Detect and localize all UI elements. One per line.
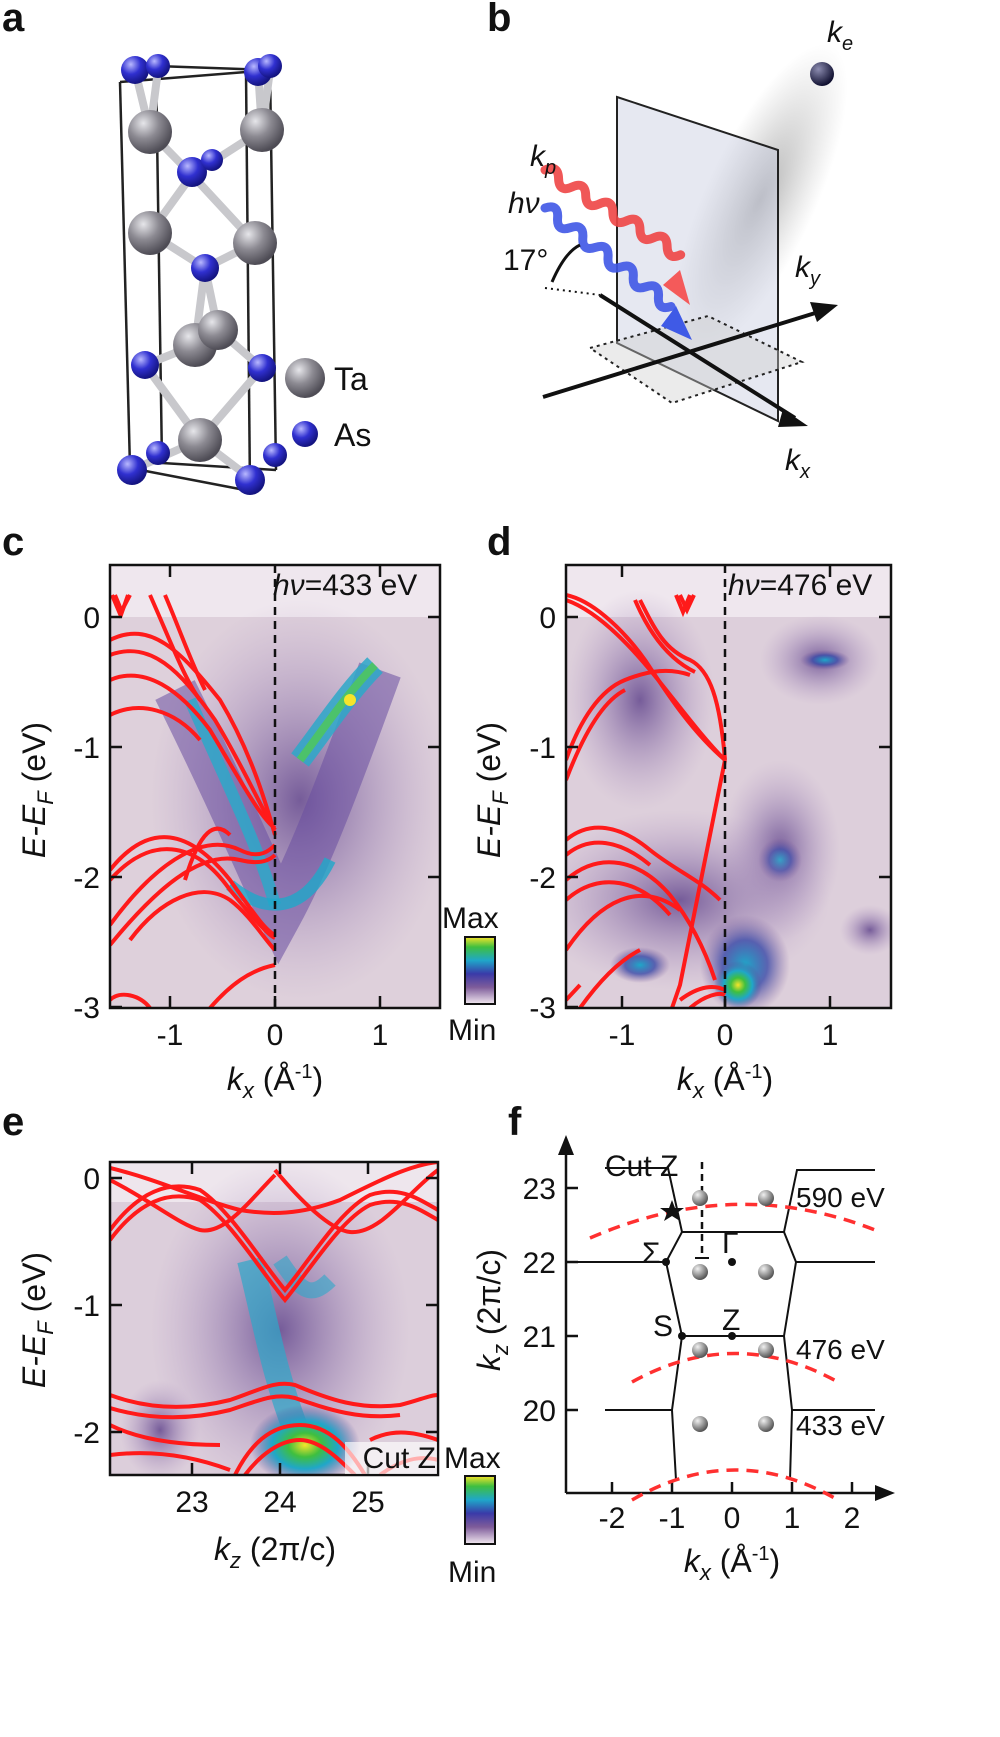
cut-z-label-f: Cut Z (605, 1150, 678, 1183)
gamma-label: Γ (722, 1227, 739, 1260)
tick-label: -2 (599, 1502, 626, 1535)
x-axis-title-e: kz (2π/c) (214, 1531, 336, 1573)
sigma-label: Σ (642, 1237, 661, 1270)
band-calculation-d (566, 593, 727, 1008)
y-axis-c: 0 -1 -2 -3 E-EF (eV) (16, 602, 100, 1025)
panel-letter-c: c (2, 520, 25, 564)
tick-label: 0 (539, 602, 556, 635)
energy-label-433: 433 eV (796, 1410, 885, 1441)
tick-label: 22 (523, 1247, 556, 1280)
tick-label: 23 (175, 1486, 208, 1519)
tick-label: 1 (372, 1019, 389, 1052)
kx-label: kx (785, 444, 811, 483)
as-legend-label: As (334, 417, 371, 453)
photon-energy-c: hν=433 eV (273, 569, 417, 602)
colorbar-min-label: Min (448, 1556, 496, 1589)
tick-label: -1 (609, 1019, 636, 1052)
tick-label: -3 (529, 992, 556, 1025)
ke-label: ke (827, 16, 853, 55)
panel-letter-f: f (508, 1100, 522, 1144)
y-axis-title-f: kz (2π/c) (471, 1249, 513, 1371)
arpes-map-d: hν=476 eV (564, 563, 893, 1010)
tick-label: -1 (529, 732, 556, 765)
as-legend-swatch (292, 421, 318, 447)
x-axis-d: -1 0 1 kx (Å-1) (609, 1019, 839, 1103)
panel-letter-b: b (487, 0, 512, 40)
panel-letter-d: d (487, 520, 512, 564)
x-axis-title-c: kx (Å-1) (227, 1061, 323, 1103)
tick-label: -2 (73, 862, 100, 895)
energy-label-476: 476 eV (796, 1334, 885, 1365)
star-marker-icon (660, 1200, 684, 1221)
tick-label: 0 (724, 1502, 741, 1535)
tick-label: 23 (523, 1173, 556, 1206)
tick-label: 0 (267, 1019, 284, 1052)
brillouin-zone-diagram: Cut Z Σ Γ S Z 590 eV 476 eV 433 eV (558, 1135, 895, 1502)
ta-legend-label: Ta (334, 361, 368, 397)
colorbar-max-label: Max (444, 1442, 501, 1475)
x-axis-title-f: kx (Å-1) (684, 1543, 780, 1585)
tick-label: 25 (351, 1486, 384, 1519)
tick-label: 1 (784, 1502, 801, 1535)
angle-label: 17° (503, 244, 548, 277)
x-axis-c: -1 0 1 kx (Å-1) (157, 1019, 389, 1103)
atom-legend: Ta As (285, 358, 371, 453)
tick-label: 20 (523, 1395, 556, 1428)
colorbar-e: Max Min (444, 1442, 501, 1589)
ta-legend-swatch (285, 358, 325, 398)
band-calculation-c (110, 594, 277, 1008)
photon-energy-d: hν=476 eV (728, 569, 872, 602)
tick-label: 0 (83, 1163, 100, 1196)
tick-label: 24 (263, 1486, 296, 1519)
z-label: Z (722, 1304, 740, 1337)
crystal-structure (117, 54, 287, 495)
y-axis-title-e: E-EF (eV) (16, 1252, 58, 1388)
y-axis-d: 0 -1 -2 -3 E-EF (eV) (471, 602, 556, 1025)
x-axis-f: -2 -1 0 1 2 kx (Å-1) (599, 1502, 861, 1585)
tick-label: -1 (73, 1290, 100, 1323)
electron-icon (810, 62, 834, 86)
y-axis-f: 23 22 21 20 kz (2π/c) (471, 1173, 556, 1428)
colorbar-c: Max Min (442, 902, 499, 1047)
tick-label: 1 (822, 1019, 839, 1052)
band-calculation-e (110, 1162, 438, 1475)
tick-label: -2 (529, 862, 556, 895)
arpes-geometry: ke kp hν 17° ky kx (503, 16, 853, 483)
colorbar-max-label: Max (442, 902, 499, 935)
tick-label: 0 (717, 1019, 734, 1052)
x-axis-title-d: kx (Å-1) (677, 1061, 773, 1103)
tick-label: -1 (157, 1019, 184, 1052)
hv-label: hν (508, 187, 540, 220)
tick-label: -1 (73, 732, 100, 765)
tick-label: 21 (523, 1321, 556, 1354)
arpes-map-c: hν=433 eV (108, 563, 442, 1010)
panel-letter-a: a (2, 0, 25, 40)
tick-label: -3 (73, 992, 100, 1025)
panel-letter-e: e (2, 1100, 25, 1144)
tick-label: -1 (659, 1502, 686, 1535)
tick-label: -2 (73, 1417, 100, 1450)
cut-z-label-e: Cut Z (363, 1442, 436, 1475)
tick-label: 2 (844, 1502, 861, 1535)
kp-label: kp (530, 140, 556, 179)
colorbar-min-label: Min (448, 1014, 496, 1047)
y-axis-title-d: E-EF (eV) (471, 722, 513, 858)
y-axis-title-c: E-EF (eV) (16, 722, 58, 858)
arpes-map-e: Cut Z (108, 1160, 440, 1477)
x-axis-e: 23 24 25 kz (2π/c) (175, 1486, 384, 1573)
tick-label: 0 (83, 602, 100, 635)
s-label: S (653, 1310, 673, 1343)
energy-label-590: 590 eV (796, 1182, 885, 1213)
ky-label: ky (795, 251, 821, 290)
y-axis-e: 0 -1 -2 E-EF (eV) (16, 1163, 100, 1450)
